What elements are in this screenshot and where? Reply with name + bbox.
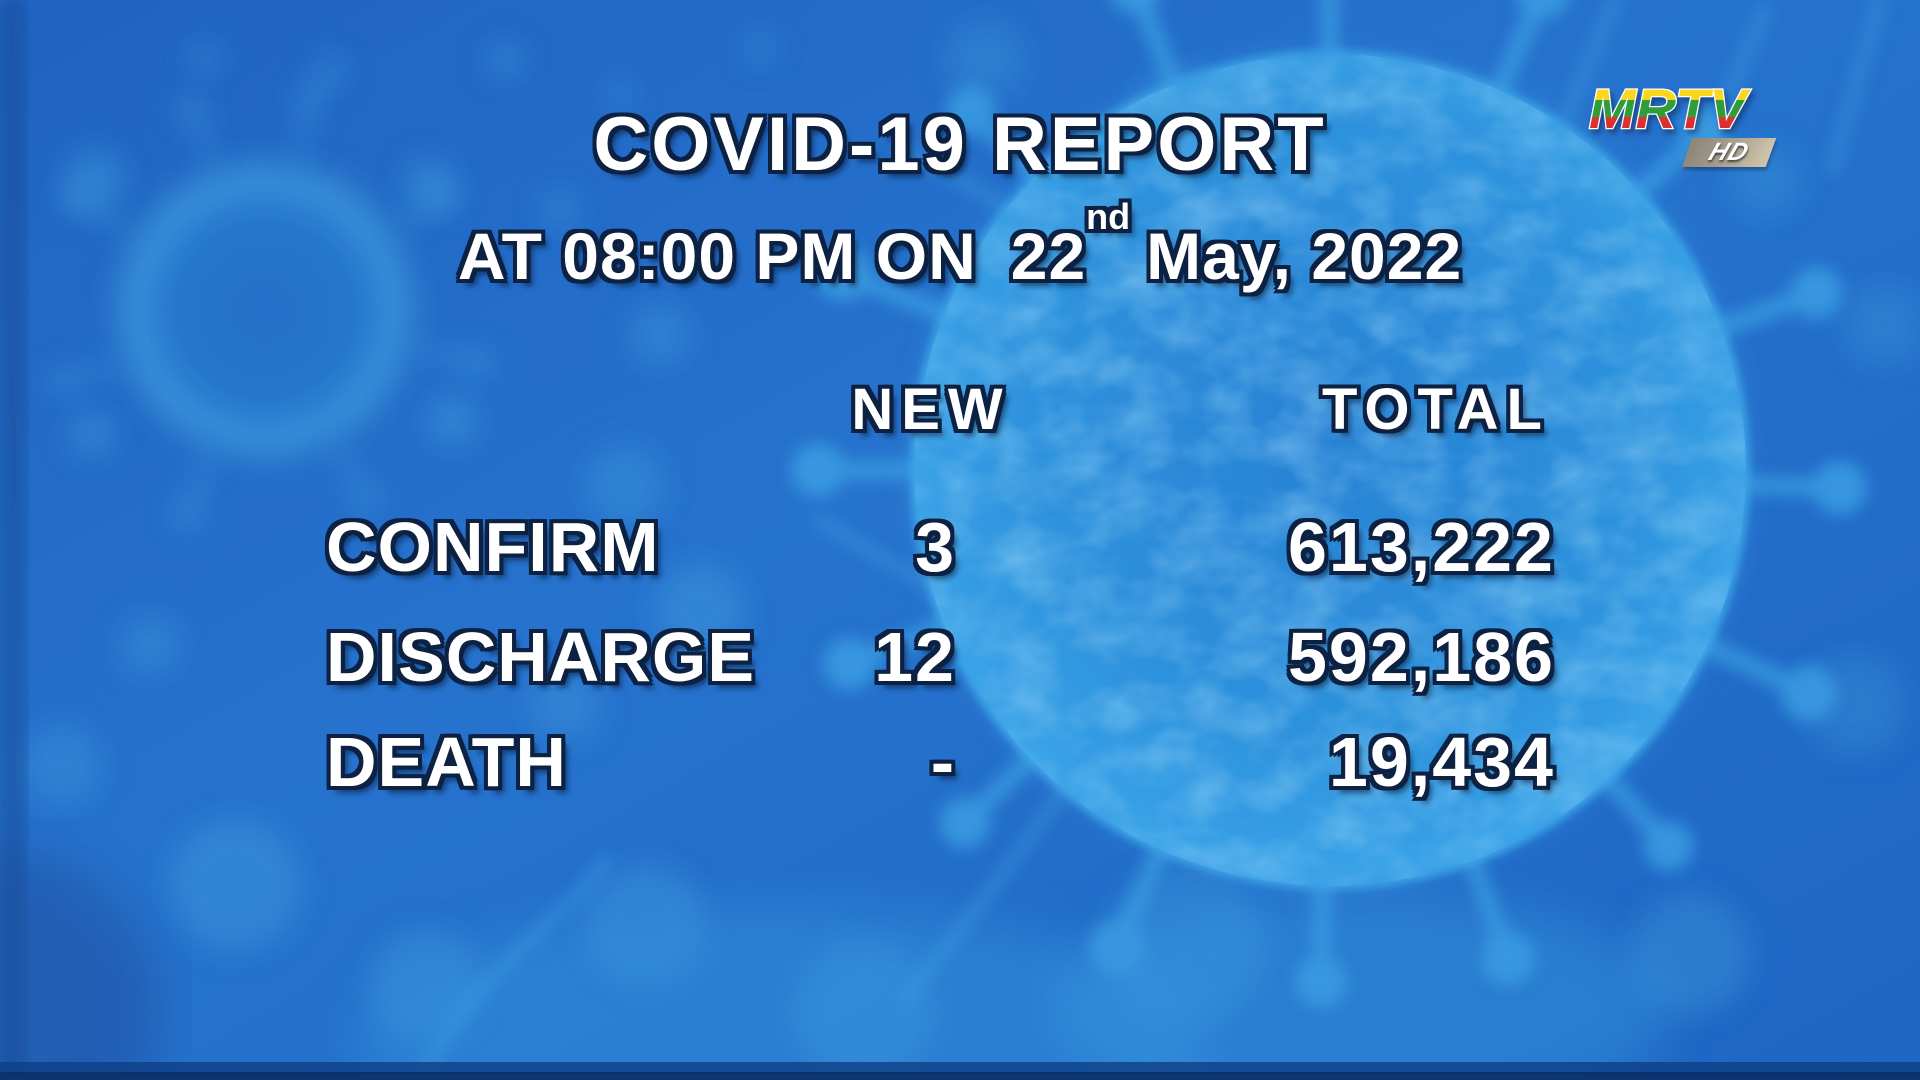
column-header-new: NEW [851, 377, 1011, 442]
mrtv-brand-text: MRTV [1589, 77, 1751, 140]
mrtv-logo: MRTV HD [1583, 76, 1793, 176]
report-day-ordinal: nd [1086, 196, 1131, 237]
row-total-value: 613,222 [1287, 508, 1555, 586]
row-label: DEATH [326, 723, 567, 801]
row-total-value: 19,434 [1328, 723, 1555, 801]
row-total-value: 592,186 [1287, 618, 1555, 696]
report-title: COVID-19 REPORT [593, 102, 1327, 187]
mrtv-wordmark: MRTV [1588, 76, 1753, 141]
hd-badge: HD [1681, 138, 1777, 167]
row-label: DISCHARGE [326, 618, 756, 696]
hd-badge-label: HD [1705, 138, 1754, 166]
row-new-value: 3 [915, 508, 956, 586]
report-datetime: AT 08:00 PM ON 22nd May, 2022 [0, 199, 1920, 290]
row-label: CONFIRM [326, 508, 660, 586]
row-new-value: 12 [874, 618, 956, 696]
report-time: AT 08:00 PM ON [457, 219, 977, 293]
column-header-total: TOTAL [1322, 377, 1550, 442]
row-new-value: - [930, 723, 956, 801]
report-day-number: 22 [1010, 219, 1087, 293]
report-month-year: May, 2022 [1146, 219, 1463, 293]
